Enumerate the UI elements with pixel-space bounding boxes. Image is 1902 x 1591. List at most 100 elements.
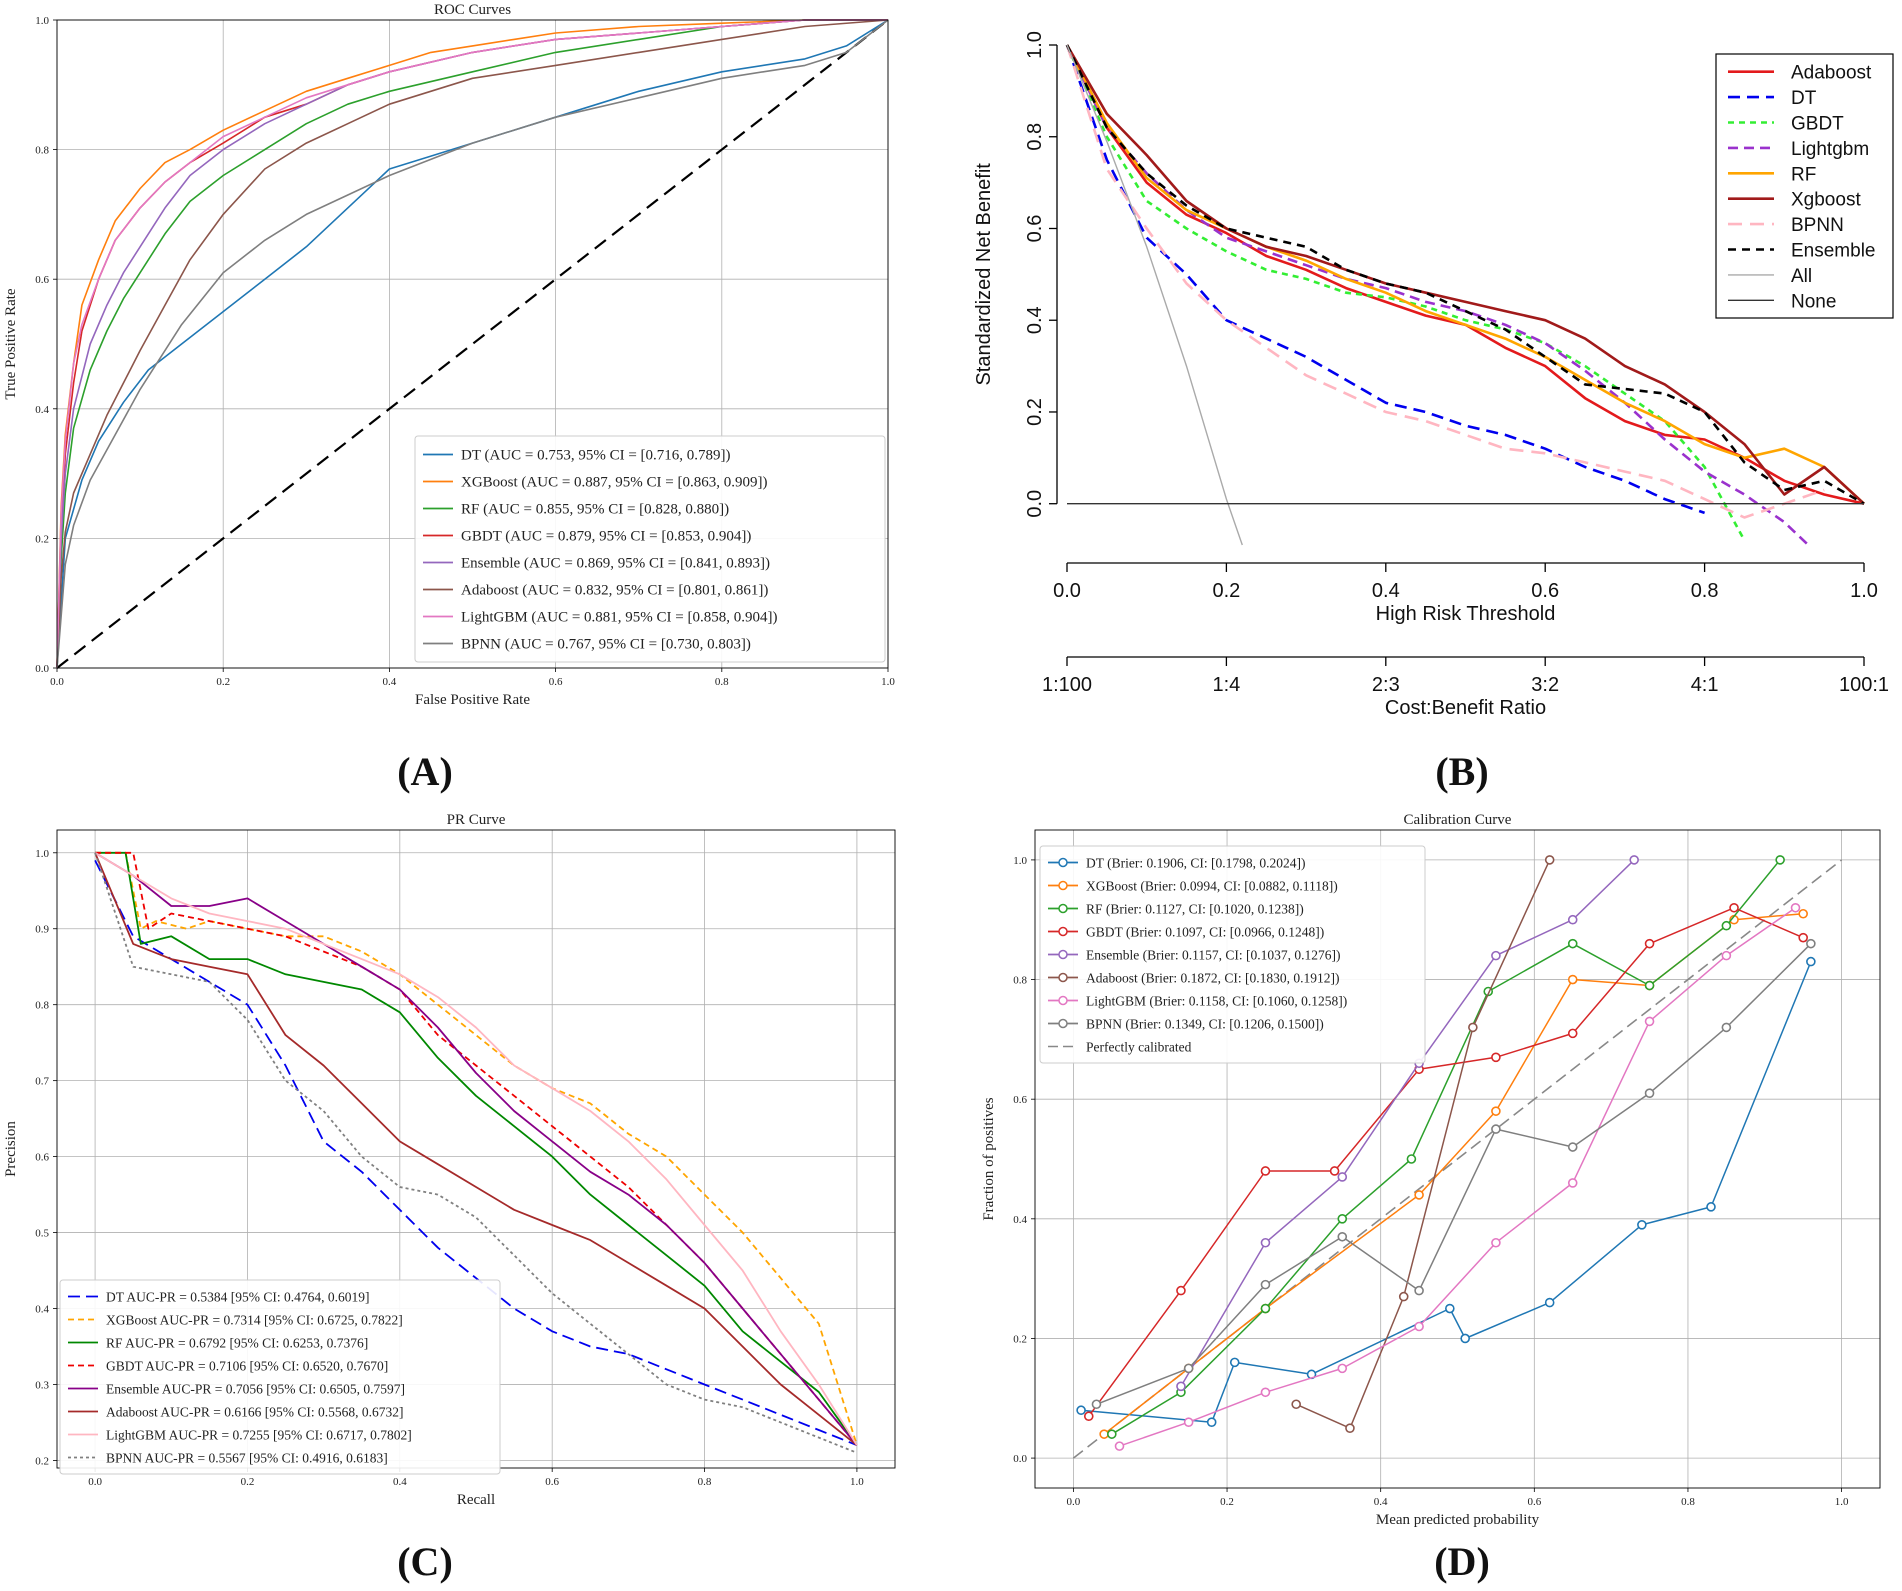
x-tick-label: 0.2 xyxy=(1212,580,1240,602)
legend-label-dt: DT AUC-PR = 0.5384 [95% CI: 0.4764, 0.60… xyxy=(106,1290,370,1305)
y-tick-label: 1.0 xyxy=(1013,855,1027,867)
legend-label-adaboost: Adaboost (Brier: 0.1872, CI: [0.1830, 0.… xyxy=(1086,971,1339,986)
x-tick-label: 0.6 xyxy=(1531,580,1559,602)
data-point-dt xyxy=(1445,1303,1455,1314)
panel-label-a: (A) xyxy=(397,749,453,794)
y-tick-label: 0.7 xyxy=(35,1076,49,1088)
data-point-dt xyxy=(1806,956,1816,967)
data-point-gbdt xyxy=(1260,1166,1271,1176)
legend-label-bpnn: BPNN AUC-PR = 0.5567 [95% CI: 0.4916, 0.… xyxy=(106,1451,388,1466)
x-tick-label: 1.0 xyxy=(1835,1496,1849,1508)
legend-label-all: All xyxy=(1791,266,1812,287)
series-line-bpnn xyxy=(1096,943,1812,1405)
legend-label-lightgbm: LightGBM AUC-PR = 0.7255 [95% CI: 0.6717… xyxy=(106,1428,412,1443)
chart-c: 0.0 0.2 0.4 0.6 0.8 1.0 0.2 0.3 0.4 0.5 0.6 0.7 0.8 0… xyxy=(3,812,896,1508)
data-point-rf xyxy=(1644,980,1655,991)
x2-tick-label: 3:2 xyxy=(1531,674,1559,696)
legend-label-bpnn: BPNN (AUC = 0.767, 95% CI = [0.730, 0.80… xyxy=(461,637,751,653)
data-point-bpnn xyxy=(1644,1088,1655,1098)
legend-marker-gbdt xyxy=(1058,926,1068,937)
legend-label-xgboost: XGBoost AUC-PR = 0.7314 [95% CI: 0.6725,… xyxy=(106,1313,403,1328)
data-point-lightgbm xyxy=(1337,1363,1348,1374)
y-tick-label: 0.2 xyxy=(35,1455,49,1467)
y-tick-label: 0.2 xyxy=(35,533,49,545)
chart-title: Calibration Curve xyxy=(1404,812,1512,828)
y-tick-label: 0.3 xyxy=(35,1379,49,1391)
data-point-lightgbm xyxy=(1790,902,1801,913)
legend-label-none: None xyxy=(1791,291,1836,312)
data-point-ensemble xyxy=(1491,950,1501,961)
data-point-ensemble xyxy=(1629,855,1639,865)
x-tick-label: 0.4 xyxy=(383,676,397,688)
data-point-lightgbm xyxy=(1567,1178,1578,1188)
x-tick-label: 1.0 xyxy=(850,1476,864,1488)
legend-marker-ensemble xyxy=(1058,949,1068,960)
x-tick-label: 0.8 xyxy=(1691,580,1719,602)
x-tick-label: 1.0 xyxy=(881,676,895,688)
data-point-adaboost xyxy=(1345,1423,1355,1433)
x-tick-label: 0.2 xyxy=(241,1476,255,1488)
y-tick-label: 0.8 xyxy=(35,1000,49,1012)
y-tick-label: 0.0 xyxy=(1013,1453,1027,1465)
legend-label-dt: DT (Brier: 0.1906, CI: [0.1798, 0.2024]) xyxy=(1086,856,1305,871)
data-point-bpnn xyxy=(1260,1279,1271,1290)
data-point-gbdt xyxy=(1176,1285,1186,1296)
series-line-xgboost xyxy=(56,19,888,669)
data-point-dt xyxy=(1460,1333,1470,1344)
legend-label-lightgbm: LightGBM (Brier: 0.1158, CI: [0.1060, 0.… xyxy=(1086,994,1347,1009)
data-point-gbdt xyxy=(1729,902,1739,913)
data-point-lightgbm xyxy=(1491,1237,1501,1248)
legend-label-gbdt: GBDT (Brier: 0.1097, CI: [0.0966, 0.1248… xyxy=(1086,925,1324,940)
data-point-bpnn xyxy=(1091,1399,1102,1410)
legend-label-dt: DT xyxy=(1791,88,1817,109)
x-tick-label: 0.0 xyxy=(88,1476,102,1488)
legend-label-adaboost: Adaboost xyxy=(1791,63,1872,84)
data-point-xgboost xyxy=(1491,1106,1501,1116)
data-point-rf xyxy=(1567,938,1578,949)
y-tick-label: 0.4 xyxy=(35,404,49,416)
chart-title: PR Curve xyxy=(447,812,506,828)
y-tick-label: 1.0 xyxy=(1024,31,1046,59)
chart-title: ROC Curves xyxy=(434,2,511,18)
x2-tick-label: 100:1 xyxy=(1839,674,1889,696)
data-point-ensemble xyxy=(1337,1172,1348,1182)
series-line-dt xyxy=(1065,44,1706,515)
chart-d: 0.0 0.2 0.4 0.6 0.8 1.0 0.0 0.2 0.4 0.6 0.8 1.0 Cali… xyxy=(981,812,1881,1528)
data-point-xgboost xyxy=(1798,908,1808,919)
x-tick-label: 0.6 xyxy=(1527,1496,1541,1508)
data-point-adaboost xyxy=(1468,1022,1478,1033)
legend-label-lightgbm: LightGBM (AUC = 0.881, 95% CI = [0.858, … xyxy=(461,610,778,626)
legend-box xyxy=(1715,53,1894,319)
legend-label-gbdt: GBDT xyxy=(1791,114,1844,135)
legend-label-dt: DT (AUC = 0.753, 95% CI = [0.716, 0.789]… xyxy=(461,448,731,464)
series-line-xgboost xyxy=(1065,44,1865,505)
data-point-ensemble xyxy=(1176,1381,1186,1392)
y-tick-label: 0.6 xyxy=(35,274,49,286)
y-tick-label: 0.4 xyxy=(1024,306,1046,334)
series-line-adaboost xyxy=(56,19,889,669)
y-tick-label: 0.0 xyxy=(35,663,49,675)
legend-label-bpnn: BPNN (Brier: 0.1349, CI: [0.1206, 0.1500… xyxy=(1086,1017,1324,1032)
y-tick-label: 0.6 xyxy=(1024,215,1046,243)
legend-label-lightgbm: Lightgbm xyxy=(1791,139,1869,160)
data-point-lightgbm xyxy=(1644,1016,1655,1027)
data-point-dt xyxy=(1637,1220,1647,1230)
data-point-bpnn xyxy=(1414,1285,1424,1296)
chart-b: 0.0 0.2 0.4 0.6 0.8 1.0 Standardized Net Benef… xyxy=(973,31,1894,719)
series-line-ensemble xyxy=(1065,44,1865,505)
legend-label-xgboost: XGBoost (AUC = 0.887, 95% CI = [0.863, 0… xyxy=(461,475,768,491)
legend-marker-dt xyxy=(1058,857,1068,868)
data-point-rf xyxy=(1721,920,1732,931)
data-point-lightgbm xyxy=(1721,950,1732,961)
legend-marker-lightgbm xyxy=(1058,995,1068,1006)
legend-label-adaboost: Adaboost AUC-PR = 0.6166 [95% CI: 0.5568… xyxy=(106,1405,404,1420)
data-point-gbdt xyxy=(1644,938,1655,949)
data-point-lightgbm xyxy=(1260,1387,1271,1398)
data-point-rf xyxy=(1775,855,1785,865)
x-tick-label: 0.0 xyxy=(50,676,64,688)
x2-tick-label: 2:3 xyxy=(1372,674,1400,696)
series-line-gbdt xyxy=(95,851,858,1446)
x-axis-label: False Positive Rate xyxy=(415,692,530,708)
data-point-adaboost xyxy=(1544,855,1555,865)
